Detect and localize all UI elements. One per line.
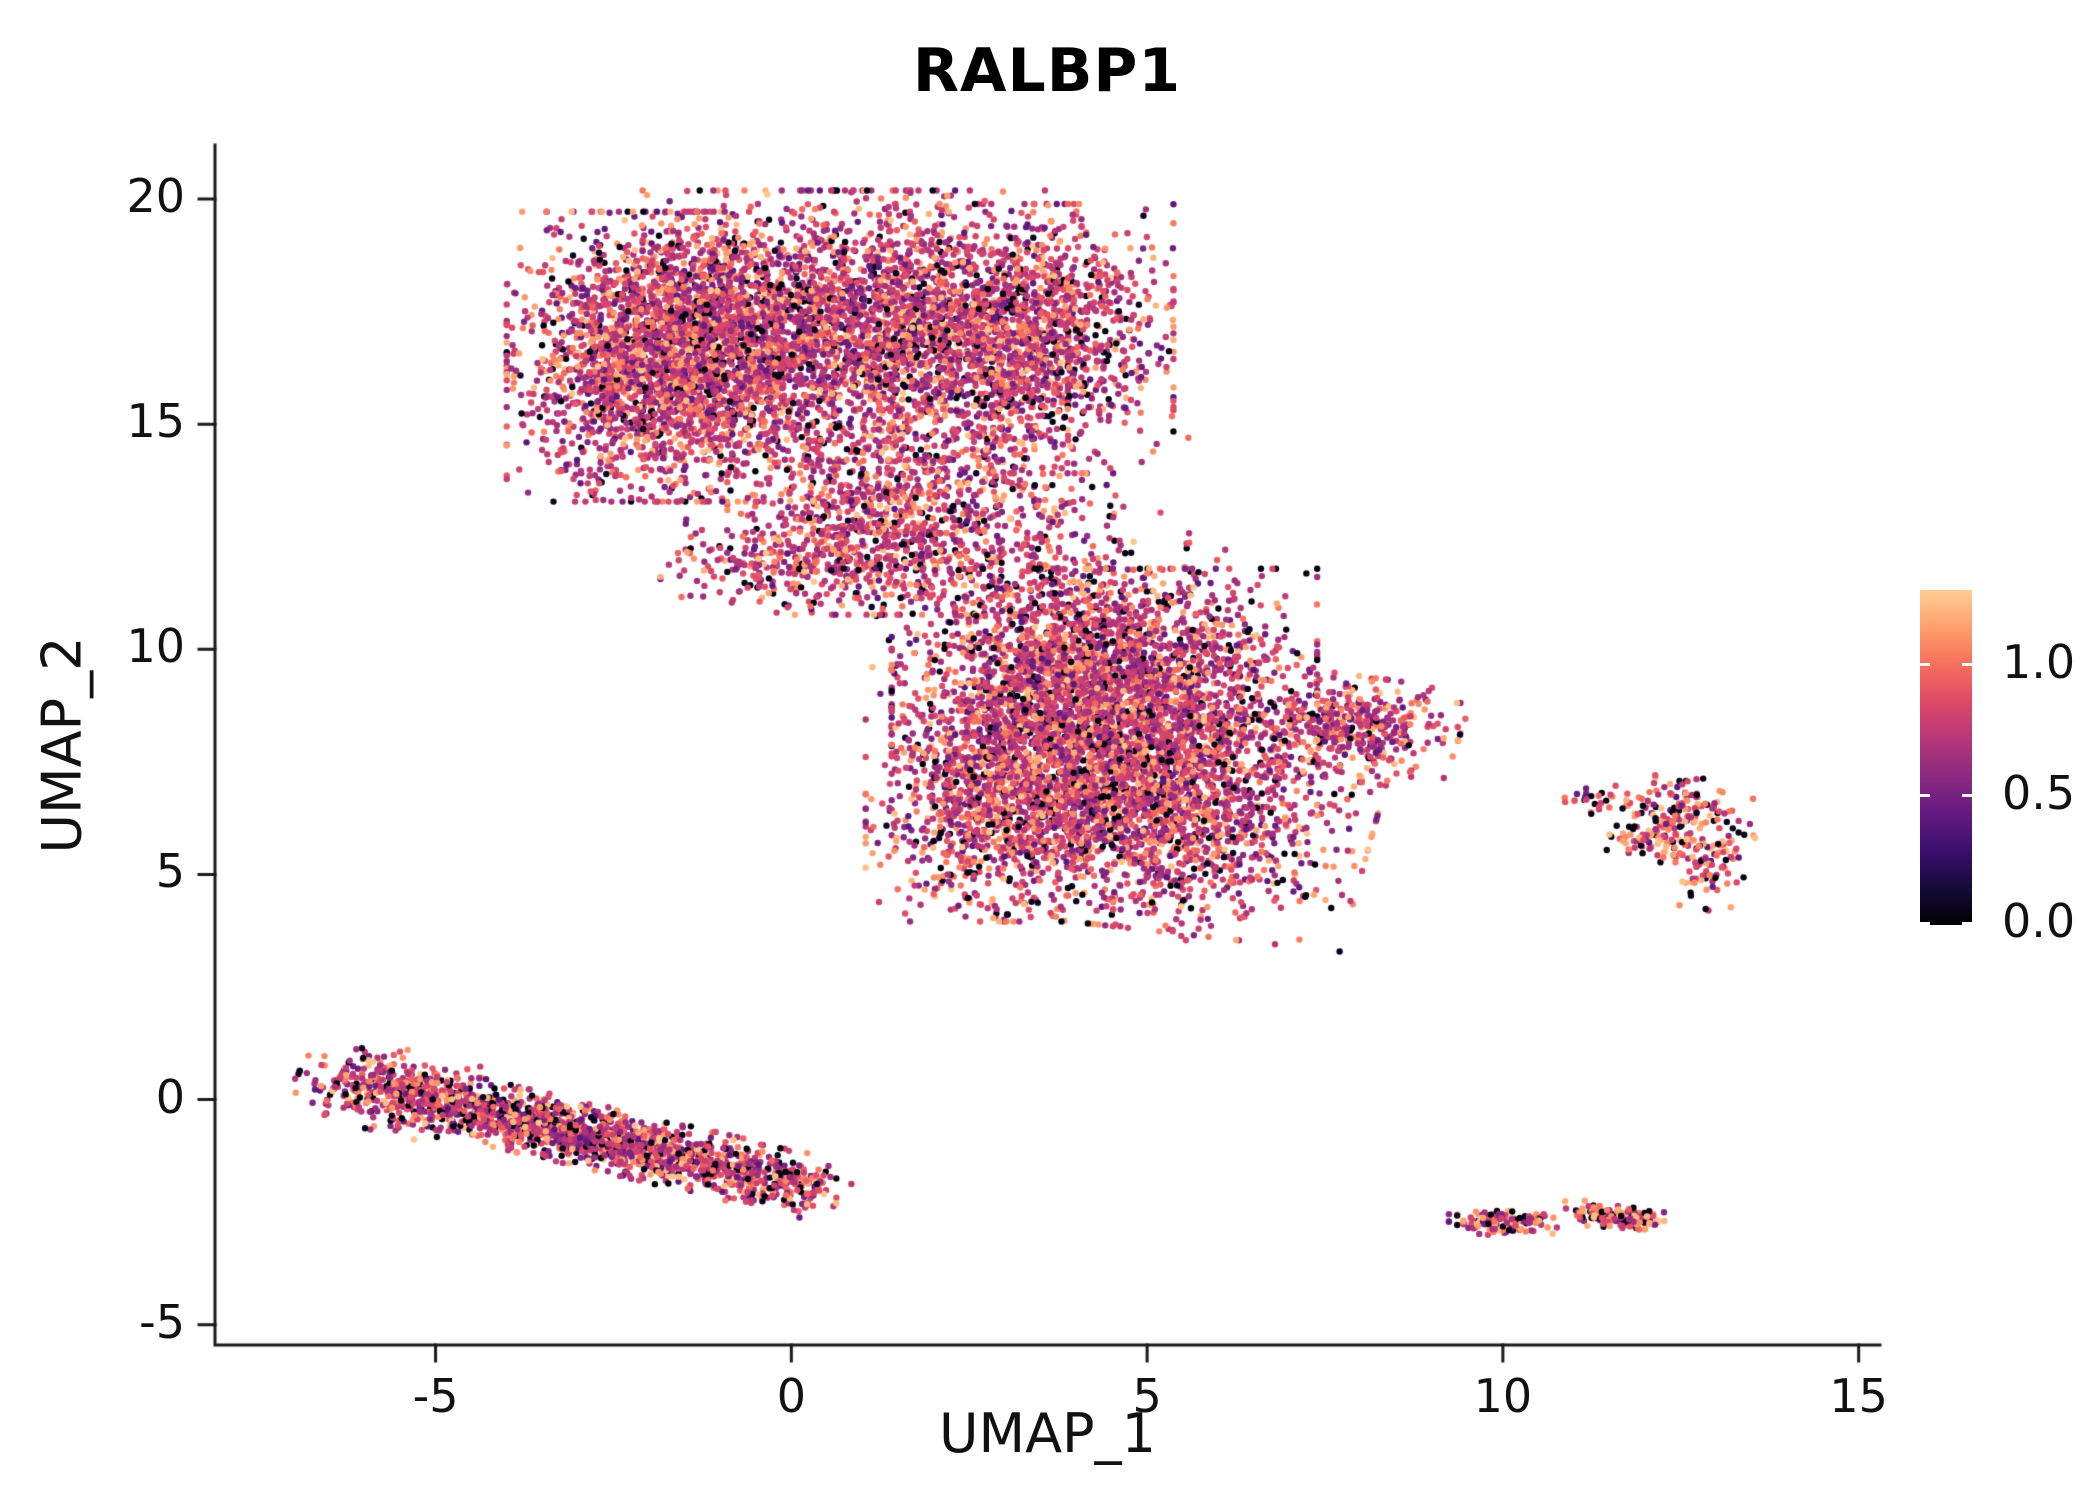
y-tick-label: 5: [155, 844, 185, 899]
y-tick-label: 15: [126, 394, 185, 449]
colorbar-tick-label: 0.5: [2002, 766, 2076, 821]
colorbar-tick: [1920, 663, 1930, 667]
colorbar-tick-label: 0.0: [2002, 894, 2076, 948]
y-tick-label: 20: [126, 169, 185, 224]
y-tick-label: -5: [139, 1294, 185, 1349]
x-tick-label: 10: [1473, 1369, 1533, 1423]
y-tick-label: 10: [126, 619, 185, 674]
x-axis-label: UMAP_1: [939, 1402, 1156, 1465]
y-tick-label: 0: [155, 1069, 185, 1124]
colorbar-tick: [1962, 663, 1972, 667]
colorbar-tick: [1920, 794, 1930, 798]
colorbar-tick-label: 1.0: [2002, 635, 2076, 690]
x-tick-label: 15: [1829, 1369, 1888, 1423]
colorbar-tick: [1962, 922, 1972, 925]
x-tick-label: 5: [1132, 1369, 1162, 1423]
colorbar-tick: [1920, 922, 1930, 925]
colorbar-tick: [1962, 794, 1972, 798]
plot-title: RALBP1: [912, 36, 1182, 106]
x-tick-label: -5: [412, 1369, 459, 1423]
x-tick-label: 0: [776, 1369, 806, 1423]
colorbar-gradient: [1920, 590, 1972, 925]
